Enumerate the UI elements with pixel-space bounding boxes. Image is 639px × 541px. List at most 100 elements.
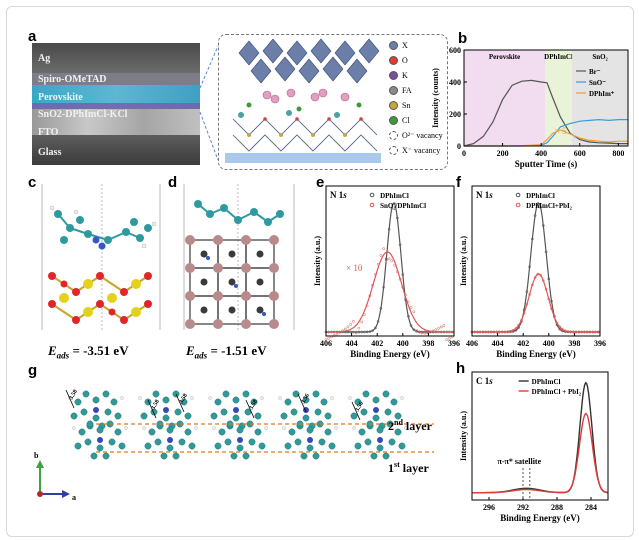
- data-point: [498, 330, 501, 334]
- data-point: [368, 330, 372, 333]
- legend-label: DPhImCl + PbI₂: [532, 388, 581, 396]
- data-point: [360, 320, 364, 324]
- carbon-atom: [96, 426, 104, 434]
- nitrogen-atom: [163, 407, 169, 413]
- distance-marker: [65, 389, 75, 409]
- legend-item: Cl: [389, 116, 410, 125]
- data-point: [539, 205, 542, 209]
- data-point: [533, 214, 537, 217]
- carbon-atom: [382, 452, 390, 460]
- carbon-atom: [160, 452, 168, 460]
- carbon-atom: [354, 398, 362, 406]
- carbon-atom: [114, 412, 122, 420]
- y-tick-label: 400: [449, 78, 461, 87]
- carbon-atom: [166, 426, 174, 434]
- data-point: [401, 273, 405, 276]
- layer-label-sno2: SnO2-DPhImCl-KCl: [38, 109, 128, 120]
- carbon-atom: [92, 414, 100, 422]
- carbon-atom: [394, 412, 402, 420]
- data-point: [360, 330, 364, 334]
- carbon-atom: [104, 408, 112, 416]
- carbon-atom: [394, 428, 402, 436]
- data-point: [547, 277, 551, 281]
- carbon-atom: [162, 396, 170, 404]
- carbon-atom: [214, 442, 222, 450]
- data-point: [379, 254, 383, 257]
- data-point: [539, 273, 542, 277]
- data-point: [371, 329, 374, 332]
- data-point: [517, 323, 520, 327]
- hydrogen-atom: [404, 426, 408, 430]
- carbon-atom: [372, 396, 380, 404]
- data-point: [528, 265, 531, 269]
- x-tick-label: 406: [320, 339, 332, 348]
- ads-energy-c: Eads = -3.51 eV: [48, 343, 129, 361]
- legend-marker: [389, 131, 398, 140]
- carbon-atom: [152, 390, 160, 398]
- hydrogen-atom: [278, 396, 282, 400]
- data-point: [393, 202, 396, 206]
- layer-label-perovskite: Perovskite: [38, 92, 83, 103]
- carbon-atom: [82, 390, 90, 398]
- data-point: [550, 307, 553, 311]
- carbon-atom: [180, 398, 188, 406]
- y-axis-label: Intensity (a.u.): [459, 236, 468, 286]
- data-point: [442, 324, 446, 327]
- data-point: [439, 325, 443, 329]
- data-point: [428, 330, 432, 334]
- data-point: [522, 311, 526, 315]
- x-tick-label: 402: [371, 339, 383, 348]
- carbon-atom: [102, 452, 110, 460]
- legend-marker: [389, 41, 398, 50]
- x-tick-label: 398: [568, 339, 580, 348]
- data-point: [473, 330, 477, 334]
- legend-marker: [389, 86, 398, 95]
- data-point: [406, 300, 410, 304]
- y-tick-label: 600: [449, 46, 461, 55]
- data-point: [423, 331, 427, 335]
- data-point: [544, 250, 548, 254]
- carbon-atom: [162, 414, 170, 422]
- data-point: [412, 328, 416, 332]
- carbon-atom: [364, 438, 372, 446]
- hydrogen-atom: [400, 396, 404, 400]
- legend-label: Cl: [402, 116, 410, 125]
- data-point: [390, 259, 394, 263]
- data-point: [395, 270, 399, 273]
- hydrogen-atom: [352, 426, 356, 430]
- legend-item: K: [389, 71, 408, 80]
- carbon-atom: [376, 444, 384, 452]
- legend-item: X: [389, 41, 408, 50]
- axis-b-label: b: [34, 451, 39, 460]
- panel-label-b: b: [458, 30, 468, 47]
- series-line: [326, 251, 454, 333]
- data-point: [387, 257, 391, 261]
- data-point: [349, 330, 353, 334]
- data-point: [420, 331, 424, 335]
- panel-label-e: e: [316, 174, 325, 191]
- data-point: [594, 330, 597, 334]
- x-tick-label: 288: [551, 503, 563, 512]
- carbon-atom: [74, 442, 82, 450]
- data-point: [404, 293, 407, 297]
- y-tick-label: 0: [457, 142, 461, 151]
- carbon-atom: [214, 398, 222, 406]
- carbon-atom: [86, 420, 94, 428]
- carbon-atom: [318, 438, 326, 446]
- nitrogen-atom: [97, 437, 103, 443]
- data-point: [448, 336, 451, 340]
- schematic-structure: [225, 38, 381, 163]
- data-point: [363, 330, 366, 334]
- chart-f: 406 404 402 400 398 396 Binding Energy (eV) Int…: [459, 185, 606, 359]
- data-point: [409, 324, 413, 327]
- data-point: [492, 330, 496, 334]
- data-point: [384, 257, 388, 261]
- plot-frame: [471, 371, 609, 501]
- data-point: [520, 318, 523, 322]
- panel-label-h: h: [456, 360, 466, 377]
- hydrogen-atom: [330, 396, 334, 400]
- legend-marker: [389, 56, 398, 65]
- data-point: [476, 330, 479, 334]
- data-point: [544, 287, 548, 291]
